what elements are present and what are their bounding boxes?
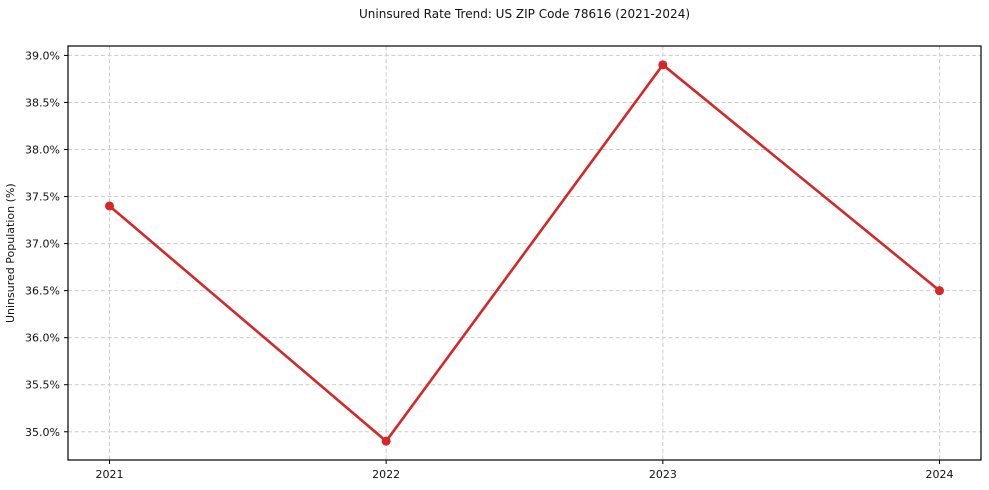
trend-line <box>108 63 941 443</box>
y-tick-label: 38.5% <box>25 96 60 109</box>
y-tick-label: 37.5% <box>25 191 60 204</box>
data-point-marker <box>935 286 944 296</box>
y-tick-label: 38.0% <box>25 144 60 157</box>
chart-title: Uninsured Rate Trend: US ZIP Code 78616 … <box>358 7 691 21</box>
axes: 35.0% 35.5% 36.0% 36.5% 37.0% 37.5% 38.0% 38.5%… <box>25 49 953 481</box>
x-tick-label: 2024 <box>926 468 954 481</box>
y-tick-label: 36.0% <box>25 332 60 345</box>
x-tick-label: 2022 <box>372 468 400 481</box>
y-tick-label: 35.5% <box>25 379 60 392</box>
data-point-marker <box>381 436 391 446</box>
y-tick-label: 37.0% <box>25 238 60 251</box>
data-point-marker <box>105 201 114 211</box>
data-point-marker <box>658 60 668 70</box>
y-tick-label: 39.0% <box>25 49 60 62</box>
plot-border <box>67 45 982 461</box>
y-tick-label: 36.5% <box>25 285 60 298</box>
x-tick-label: 2023 <box>649 468 677 481</box>
gridlines <box>68 46 981 460</box>
y-tick-label: 35.0% <box>25 426 60 439</box>
x-tick-label: 2021 <box>96 468 124 481</box>
